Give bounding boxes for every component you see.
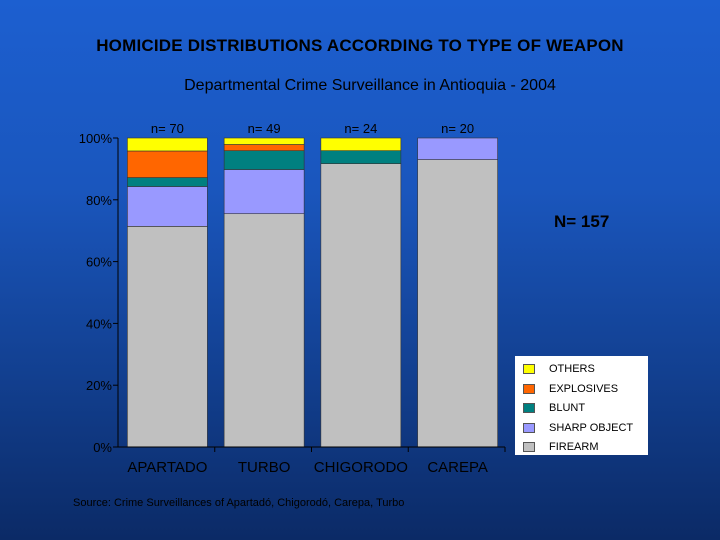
source-note: Source: Crime Surveillances of Apartadó,…: [73, 497, 405, 509]
y-tick-label: 100%: [79, 131, 113, 146]
bar-segment-blunt-turbo: [223, 150, 305, 170]
x-tick-label: CHIGORODO: [314, 459, 408, 476]
sample-size-label: n= 49: [248, 121, 281, 136]
bar-segment-firearm-carepa: [417, 159, 498, 448]
legend-label: BLUNT: [549, 402, 586, 414]
bar-segment-explosives-turbo: [223, 144, 305, 151]
bar-segment-firearm-turbo: [223, 213, 305, 448]
legend-label: SHARP OBJECT: [549, 421, 634, 434]
legend-swatch: [523, 422, 535, 433]
x-tick-label: TURBO: [238, 459, 291, 476]
bar-segment-firearm-apartado: [127, 226, 208, 448]
bar-segment-firearm-chigorodo: [320, 163, 402, 448]
bar-segment-others-apartado: [127, 137, 208, 152]
x-tick-label: CAREPA: [427, 459, 488, 476]
legend-swatch: [523, 383, 535, 394]
chart-title: HOMICIDE DISTRIBUTIONS ACCORDING TO TYPE…: [96, 36, 624, 55]
bar-segment-sharp-object-turbo: [223, 169, 305, 215]
legend-label: OTHERS: [549, 363, 595, 375]
y-tick-label: 60%: [86, 255, 112, 270]
y-tick-label: 20%: [86, 378, 112, 393]
sample-size-label: n= 70: [151, 121, 184, 136]
bar-segment-sharp-object-carepa: [417, 137, 498, 160]
chart-legend: OTHERS EXPLOSIVES BLUNT SHARP OBJECT FIREARM: [515, 356, 648, 455]
bar-segment-sharp-object-apartado: [127, 186, 208, 227]
bar-segment-blunt-chigorodo: [320, 150, 402, 164]
y-tick-label: 0%: [93, 440, 112, 455]
chart-subtitle: Departmental Crime Surveillance in Antio…: [184, 77, 556, 94]
sample-size-label: n= 20: [441, 121, 474, 136]
sample-size-label: n= 24: [344, 121, 377, 136]
legend-label: EXPLOSIVES: [549, 382, 619, 395]
bar-segment-others-turbo: [223, 137, 305, 145]
y-tick-label: 40%: [86, 316, 112, 331]
bar-segment-others-chigorodo: [320, 137, 402, 151]
bar-segment-blunt-apartado: [127, 177, 208, 187]
legend-swatch: [523, 403, 535, 413]
legend-swatch: [523, 364, 535, 374]
y-tick-label: 80%: [86, 193, 112, 208]
total-sample-size: N= 157: [554, 212, 610, 231]
bar-segment-explosives-apartado: [127, 150, 208, 178]
x-tick-label: APARTADO: [127, 459, 207, 476]
legend-swatch: [523, 442, 535, 452]
legend-label: FIREARM: [549, 441, 599, 453]
